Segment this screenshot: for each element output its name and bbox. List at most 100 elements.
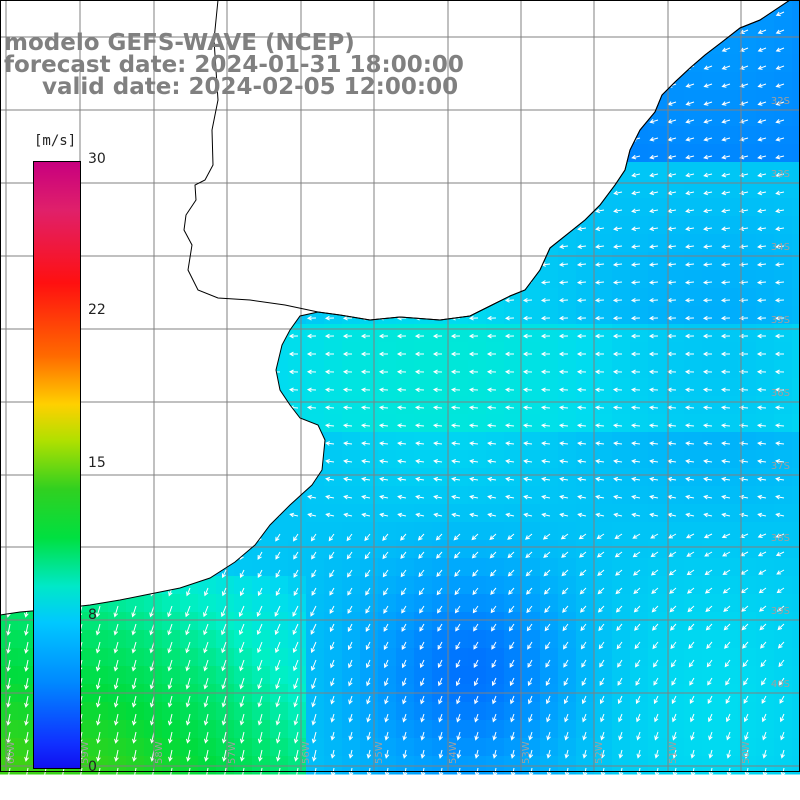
field-cell [720,450,739,469]
field-cell [648,558,667,577]
wind-arrow [702,280,713,285]
wind-arrow [631,226,641,232]
field-cell [486,648,505,667]
wind-arrow [306,333,317,339]
field-cell [504,558,523,577]
field-cell [576,522,595,541]
field-cell [648,360,667,379]
field-cell [522,720,541,739]
wind-arrow [276,767,281,780]
wind-arrow [508,623,515,632]
wind-arrow [239,659,245,672]
wind-arrow [636,749,642,759]
wind-arrow [652,623,659,631]
field-cell [306,594,325,613]
field-cell [540,756,559,775]
field-cell [576,630,595,649]
field-cell [252,702,271,721]
field-cell [738,396,757,415]
wind-arrow [703,476,713,482]
wind-arrow [541,476,551,482]
wind-arrow [324,387,335,393]
field-cell [612,486,631,505]
field-cell [360,594,379,613]
wind-arrow [685,101,695,106]
wind-arrow [756,423,767,428]
field-cell [738,666,757,685]
field-cell [108,702,127,721]
field-cell [774,54,793,73]
field-cell [612,216,631,235]
wind-arrow [703,154,713,160]
wind-arrow [204,587,209,597]
field-cell [612,324,631,343]
wind-arrow [595,244,605,249]
field-cell [396,594,415,613]
field-cell [360,630,379,649]
field-cell [792,360,800,379]
lat-label: 35S [771,315,790,326]
wind-arrow [203,641,209,654]
field-cell [342,558,361,577]
field-cell [792,414,800,433]
wind-arrow [612,387,623,393]
wind-arrow [450,423,461,428]
field-cell [486,756,505,775]
wind-arrow [704,551,713,557]
field-cell [576,738,595,757]
field-cell [720,288,739,307]
wind-arrow [504,423,515,428]
wind-arrow [414,369,425,375]
field-cell [522,414,541,433]
wind-arrow [469,494,479,500]
wind-arrow [774,315,785,321]
wind-arrow [419,659,425,669]
field-cell [576,324,595,343]
wind-arrow [131,641,137,654]
wind-arrow [221,659,227,672]
wind-arrow [596,551,605,558]
field-cell [432,630,451,649]
lat-label: 34S [771,242,790,253]
wind-arrow [576,262,587,267]
field-cell [648,504,667,523]
wind-arrow [702,387,713,393]
wind-arrow [614,551,623,558]
wind-arrow [739,119,749,124]
wind-arrow [649,459,659,464]
wind-arrow [686,551,695,557]
wind-arrow [758,587,767,594]
field-cell [774,72,793,91]
wind-arrow [558,333,569,339]
wind-arrow [342,369,353,375]
wind-arrow [775,226,785,232]
wind-arrow [780,749,785,759]
field-cell [558,702,577,721]
field-cell [108,738,127,757]
wind-arrow [775,512,785,518]
wind-arrow [649,190,659,196]
field-cell [720,378,739,397]
wind-arrow [720,262,731,267]
wind-arrow [631,459,641,464]
field-cell [648,198,667,217]
wind-arrow [361,494,371,500]
wind-arrow [274,605,281,617]
wind-arrow [581,677,587,687]
field-cell [540,288,559,307]
field-cell [684,162,703,181]
wind-arrow [275,533,281,542]
field-cell [324,756,343,775]
field-cell [792,756,800,775]
field-cell [720,162,739,181]
field-cell [450,324,469,343]
field-cell [306,756,325,775]
wind-arrow [364,533,371,542]
wind-arrow [631,154,641,160]
field-cell [396,378,415,397]
wind-arrow [648,333,659,339]
wind-arrow [490,605,497,614]
field-cell [522,450,541,469]
wind-arrow [186,749,191,762]
wind-arrow [95,641,101,654]
